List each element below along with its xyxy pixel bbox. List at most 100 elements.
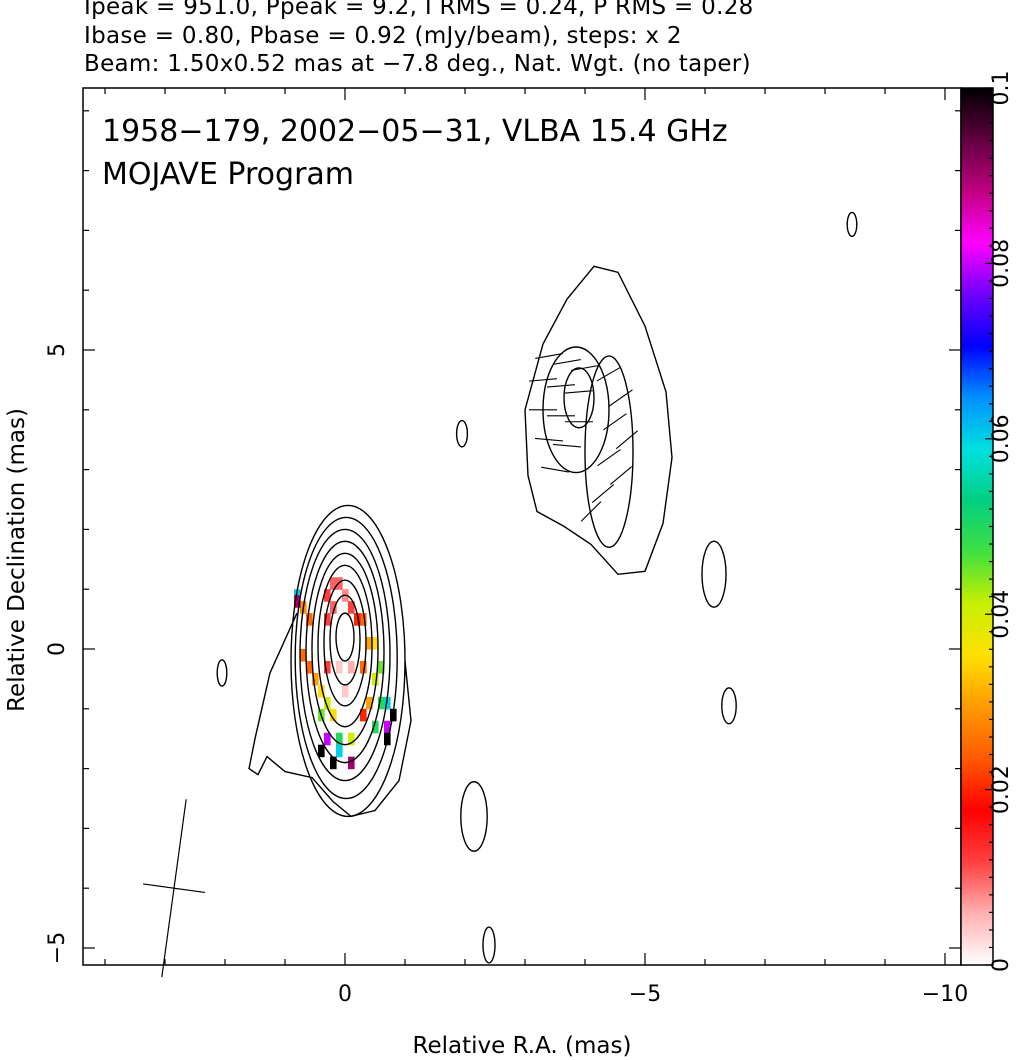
noise-contour: [460, 781, 488, 852]
beam-minor-axis: [143, 883, 205, 894]
pol-pixel: [354, 613, 361, 626]
pol-pixel: [336, 577, 343, 590]
pol-pixel: [324, 732, 331, 746]
pol-pixel: [360, 660, 367, 674]
noise-contour: [216, 659, 228, 687]
noise-contour: [846, 211, 858, 238]
pol-pixel: [312, 672, 319, 686]
evpa-stick: [596, 366, 622, 382]
evpa-stick: [603, 413, 627, 431]
axis-layer: 0 −5 −10 −5 0 5: [45, 88, 968, 1007]
core-contour: [305, 540, 385, 764]
header-line-1: Ipeak = 951.0, Ppeak = 9.2, I RMS = 0.24…: [84, 0, 754, 20]
noise-contour: [721, 687, 737, 725]
evpa-stick: [535, 353, 563, 359]
pol-pixel: [324, 589, 331, 602]
colorbar: [961, 88, 993, 965]
pol-pixel: [372, 637, 379, 650]
core-contour: [299, 528, 391, 782]
evpa-stick: [591, 484, 615, 503]
pol-pixel: [324, 696, 331, 710]
contour-layer: [216, 211, 858, 964]
core-contour: [323, 579, 367, 707]
pol-pixel: [342, 684, 349, 698]
evpa-stick: [565, 390, 593, 394]
evpa-layer: [529, 353, 639, 522]
colorbar-tick-label: 0.02: [989, 765, 1014, 814]
core-tail-contour: [248, 612, 412, 818]
core-contour: [290, 504, 406, 818]
colorbar-tick-label: 0.1: [989, 71, 1014, 106]
pol-pixel: [330, 756, 337, 770]
header-line-2: Ibase = 0.80, Pbase = 0.92 (mJy/beam), s…: [84, 23, 682, 49]
colorbar-tick-label: 0.04: [989, 590, 1014, 639]
evpa-stick: [553, 443, 581, 448]
evpa-stick: [580, 501, 602, 522]
evpa-stick: [535, 437, 563, 442]
plot-frame: [82, 87, 962, 966]
evpa-stick: [547, 384, 575, 388]
pol-pixel: [360, 708, 367, 722]
pol-pixel: [372, 720, 379, 734]
pol-pixel: [372, 672, 379, 686]
jet-contour: [584, 355, 634, 549]
core-contour: [311, 552, 379, 746]
pol-pixel: [378, 696, 385, 710]
x-tick-label: −10: [922, 982, 968, 1007]
core-contour: [335, 612, 355, 662]
pol-pixel: [348, 601, 355, 614]
pol-pixel: [348, 756, 355, 770]
pol-pixel: [306, 613, 313, 626]
noise-contour: [482, 926, 496, 964]
pol-pixel: [336, 744, 343, 758]
evpa-stick: [609, 466, 633, 486]
y-tick-label: 0: [45, 642, 70, 656]
colorbar-tick-label: 0.08: [989, 239, 1014, 288]
evpa-stick: [615, 430, 639, 450]
pol-pixel: [330, 601, 337, 614]
evpa-stick: [597, 449, 621, 467]
core-contour: [317, 564, 373, 728]
evpa-stick: [609, 389, 633, 407]
evpa-stick: [541, 466, 569, 473]
evpa-stick: [529, 378, 557, 382]
pol-pixel: [360, 613, 367, 626]
evpa-stick: [553, 358, 581, 365]
y-axis-label: Relative Declination (mas): [4, 408, 30, 712]
colorbar-axis: 0 0.02 0.04 0.06 0.08 0.1: [985, 71, 1014, 972]
pol-pixel: [306, 660, 313, 674]
header-line-3: Beam: 1.50x0.52 mas at −7.8 deg., Nat. W…: [84, 51, 751, 77]
pol-pixel: [330, 577, 337, 590]
jet-outer-contour: [524, 265, 673, 576]
x-tick-label: −5: [629, 982, 661, 1007]
beam-layer: [143, 799, 205, 978]
y-tick-label: 5: [45, 343, 70, 357]
colorbar-tick-label: 0.06: [989, 414, 1014, 463]
pol-pixel: [366, 696, 373, 710]
pol-pixel: [300, 649, 307, 662]
map-title-line-2: MOJAVE Program: [102, 157, 354, 192]
jet-contour: [563, 367, 595, 429]
pol-pixel: [348, 732, 355, 746]
noise-contour: [701, 540, 727, 608]
pol-pixel: [348, 660, 355, 674]
map-title-line-1: 1958−179, 2002−05−31, VLBA 15.4 GHz: [102, 114, 728, 149]
pol-pixel: [378, 660, 385, 674]
y-tick-label: −5: [45, 932, 70, 964]
pol-pixel: [324, 660, 331, 674]
pol-pixel: [366, 637, 373, 650]
pol-pixel: [384, 720, 391, 734]
pol-pixel: [318, 744, 325, 758]
pol-pixel: [336, 732, 343, 746]
core-contour: [329, 594, 361, 686]
x-axis-label: Relative R.A. (mas): [413, 1033, 632, 1059]
pol-pixel: [318, 684, 325, 698]
evpa-stick: [571, 364, 599, 371]
noise-contour: [455, 419, 469, 448]
x-tick-label: 0: [338, 982, 352, 1007]
pol-pixel: [324, 613, 331, 626]
pol-pixel: [330, 708, 337, 722]
colorbar-tick-label: 0: [989, 958, 1014, 972]
pol-pixel: [294, 595, 301, 608]
